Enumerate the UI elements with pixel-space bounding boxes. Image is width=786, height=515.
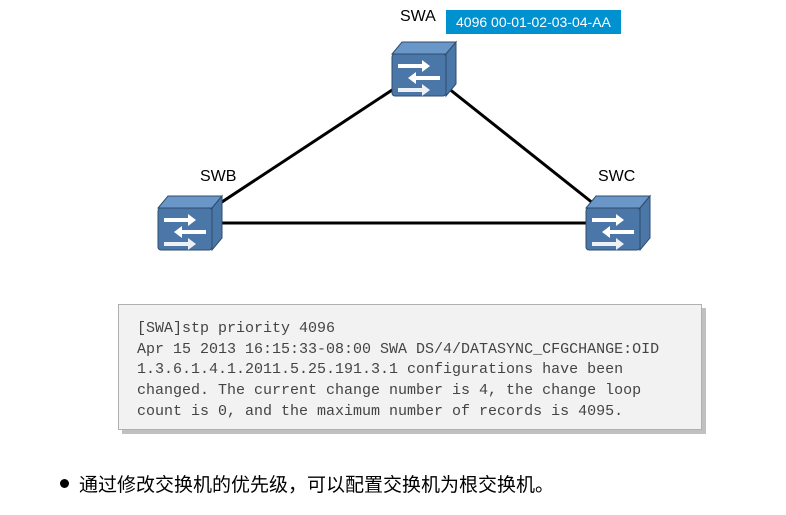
switch-label-swa: SWA bbox=[400, 8, 436, 26]
badge-text: 4096 00-01-02-03-04-AA bbox=[456, 14, 611, 30]
bullet-dot bbox=[60, 479, 69, 488]
switch-icon-swa bbox=[388, 38, 460, 100]
bullet-text: 通过修改交换机的优先级，可以配置交换机为根交换机。 bbox=[79, 470, 554, 497]
network-diagram: SWA SWB SWC 4096 00-01-02-03-04-AA bbox=[0, 0, 786, 290]
bullet-section: 通过修改交换机的优先级，可以配置交换机为根交换机。 bbox=[60, 470, 554, 497]
switch-label-swb: SWB bbox=[200, 168, 236, 186]
switch-icon-swc bbox=[582, 192, 654, 254]
switch-icon-swb bbox=[154, 192, 226, 254]
bridge-id-badge: 4096 00-01-02-03-04-AA bbox=[446, 10, 621, 34]
switch-label-swc: SWC bbox=[598, 168, 635, 186]
cli-output-box: [SWA]stp priority 4096 Apr 15 2013 16:15… bbox=[118, 304, 702, 430]
